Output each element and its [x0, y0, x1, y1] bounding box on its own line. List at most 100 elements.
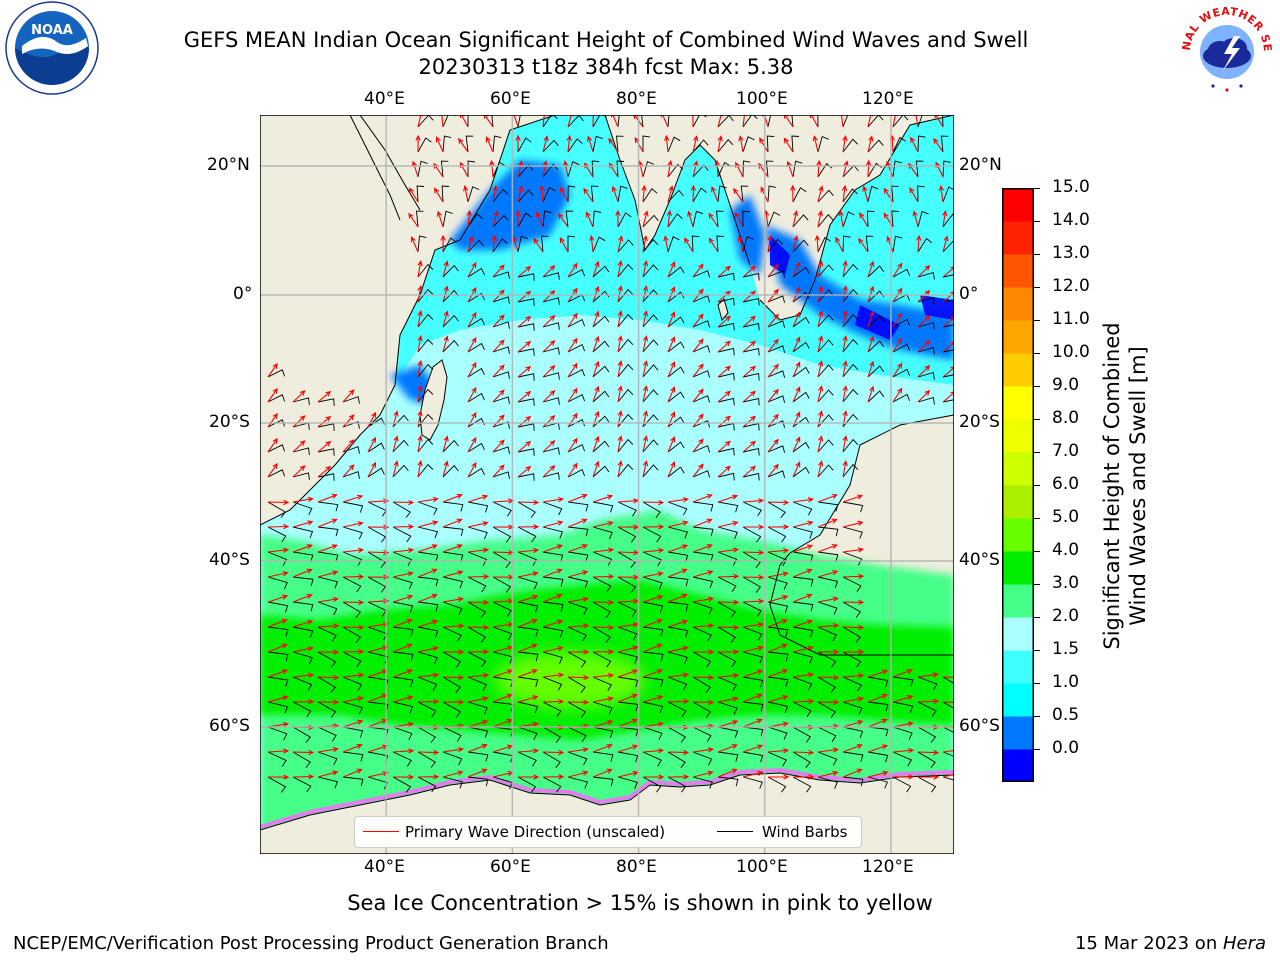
- wind-barb: [842, 288, 859, 303]
- wave-direction-arrow: [392, 547, 415, 553]
- wind-barb: [417, 676, 438, 691]
- wind-barb: [867, 265, 885, 278]
- wind-barb: [592, 265, 610, 278]
- wave-direction-arrow: [867, 335, 875, 353]
- wind-barb: [492, 551, 511, 568]
- wind-barb: [517, 348, 535, 356]
- wind-barb: [442, 626, 462, 642]
- wave-direction-arrow: [267, 695, 289, 703]
- wind-barb: [392, 726, 413, 741]
- wave-direction-arrow: [539, 184, 545, 203]
- wave-direction-arrow: [417, 459, 423, 478]
- wave-direction-arrow: [267, 387, 278, 403]
- wave-direction-arrow: [842, 335, 848, 353]
- wind-barb: [317, 776, 339, 789]
- wave-direction-arrow: [392, 748, 415, 754]
- wave-direction-arrow: [767, 643, 788, 653]
- wave-direction-arrow: [667, 568, 688, 578]
- noaa-logo-icon: NOAA: [5, 1, 99, 95]
- wind-barb: [467, 467, 485, 478]
- wind-barb: [592, 676, 613, 692]
- wind-barb: [867, 676, 889, 688]
- wave-direction-arrow: [842, 460, 848, 478]
- wave-direction-arrow: [608, 137, 619, 153]
- wave-direction-arrow: [792, 210, 799, 228]
- wind-barb: [717, 347, 735, 356]
- wave-direction-arrow: [463, 185, 469, 203]
- wind-barb: [817, 339, 834, 353]
- wind-barb: [867, 365, 885, 378]
- wind-barb: [317, 676, 336, 693]
- wind-barb: [592, 465, 610, 478]
- wave-direction-arrow: [742, 440, 756, 453]
- wind-barb: [892, 160, 902, 178]
- wind-barb: [817, 701, 836, 718]
- wave-direction-arrow: [690, 184, 697, 203]
- wave-direction-arrow: [717, 390, 731, 403]
- wave-direction-arrow: [767, 694, 789, 703]
- wind-barb: [517, 448, 535, 456]
- wind-barb: [792, 391, 810, 403]
- wave-direction-arrow: [467, 743, 488, 753]
- wind-barb: [267, 576, 288, 590]
- wave-direction-arrow: [567, 362, 578, 378]
- wind-barb: [842, 676, 862, 692]
- wave-direction-arrow: [617, 335, 623, 353]
- colorbar-tick-label: 10.0: [1052, 342, 1090, 362]
- wave-direction-arrow: [717, 115, 724, 128]
- wave-direction-arrow: [342, 414, 355, 428]
- wind-barb: [617, 526, 637, 543]
- wave-direction-arrow: [767, 668, 788, 678]
- wave-direction-arrow: [442, 596, 464, 603]
- wind-barb: [667, 136, 681, 153]
- wave-direction-arrow: [542, 520, 564, 528]
- wave-direction-arrow: [417, 619, 439, 628]
- wave-direction-arrow: [867, 669, 889, 678]
- wave-direction-arrow: [592, 494, 614, 503]
- wave-direction-arrow: [817, 543, 838, 553]
- wave-direction-arrow: [742, 340, 756, 353]
- colorbar-frame: [1002, 188, 1034, 782]
- wind-barb: [467, 342, 485, 353]
- wind-barb: [717, 576, 737, 593]
- wind-barb: [517, 551, 538, 567]
- wave-direction-arrow: [667, 411, 676, 428]
- wind-barb: [817, 751, 838, 766]
- wave-direction-arrow: [617, 410, 623, 428]
- wave-direction-arrow: [917, 672, 940, 678]
- wave-direction-arrow: [417, 568, 438, 578]
- wind-barb: [917, 135, 926, 153]
- wind-barb: [717, 397, 735, 406]
- wave-direction-arrow: [292, 496, 314, 503]
- wind-barb: [417, 338, 434, 353]
- wave-direction-arrow: [467, 599, 490, 606]
- wind-barb: [417, 526, 439, 539]
- wind-barb: [892, 393, 911, 403]
- wind-barb: [942, 726, 954, 734]
- wind-barb: [817, 501, 839, 512]
- wave-direction-arrow: [292, 520, 314, 528]
- wind-barb: [292, 701, 312, 718]
- wave-direction-arrow: [267, 523, 290, 530]
- wind-barb: [617, 751, 639, 763]
- wind-barb: [567, 443, 586, 453]
- wind-barb: [267, 651, 289, 662]
- wind-barb: [692, 139, 709, 153]
- wind-barb: [317, 423, 335, 431]
- wind-barb: [442, 601, 463, 616]
- wave-direction-arrow: [711, 186, 719, 203]
- wind-barb: [517, 751, 537, 767]
- wind-barb: [692, 270, 711, 278]
- wave-direction-arrow: [392, 774, 415, 780]
- wave-direction-arrow: [817, 596, 839, 603]
- wind-barb: [342, 501, 364, 513]
- wind-barb: [567, 468, 586, 478]
- wind-barb: [892, 776, 912, 793]
- chart-subtitle: 20230313 t18z 384h fcst Max: 5.38: [418, 55, 794, 79]
- wind-barb: [542, 163, 559, 178]
- wave-direction-arrow: [517, 465, 532, 478]
- wind-barb: [417, 501, 438, 516]
- wind-barb: [942, 701, 954, 709]
- wave-direction-arrow: [542, 698, 565, 705]
- wave-direction-arrow: [667, 774, 690, 780]
